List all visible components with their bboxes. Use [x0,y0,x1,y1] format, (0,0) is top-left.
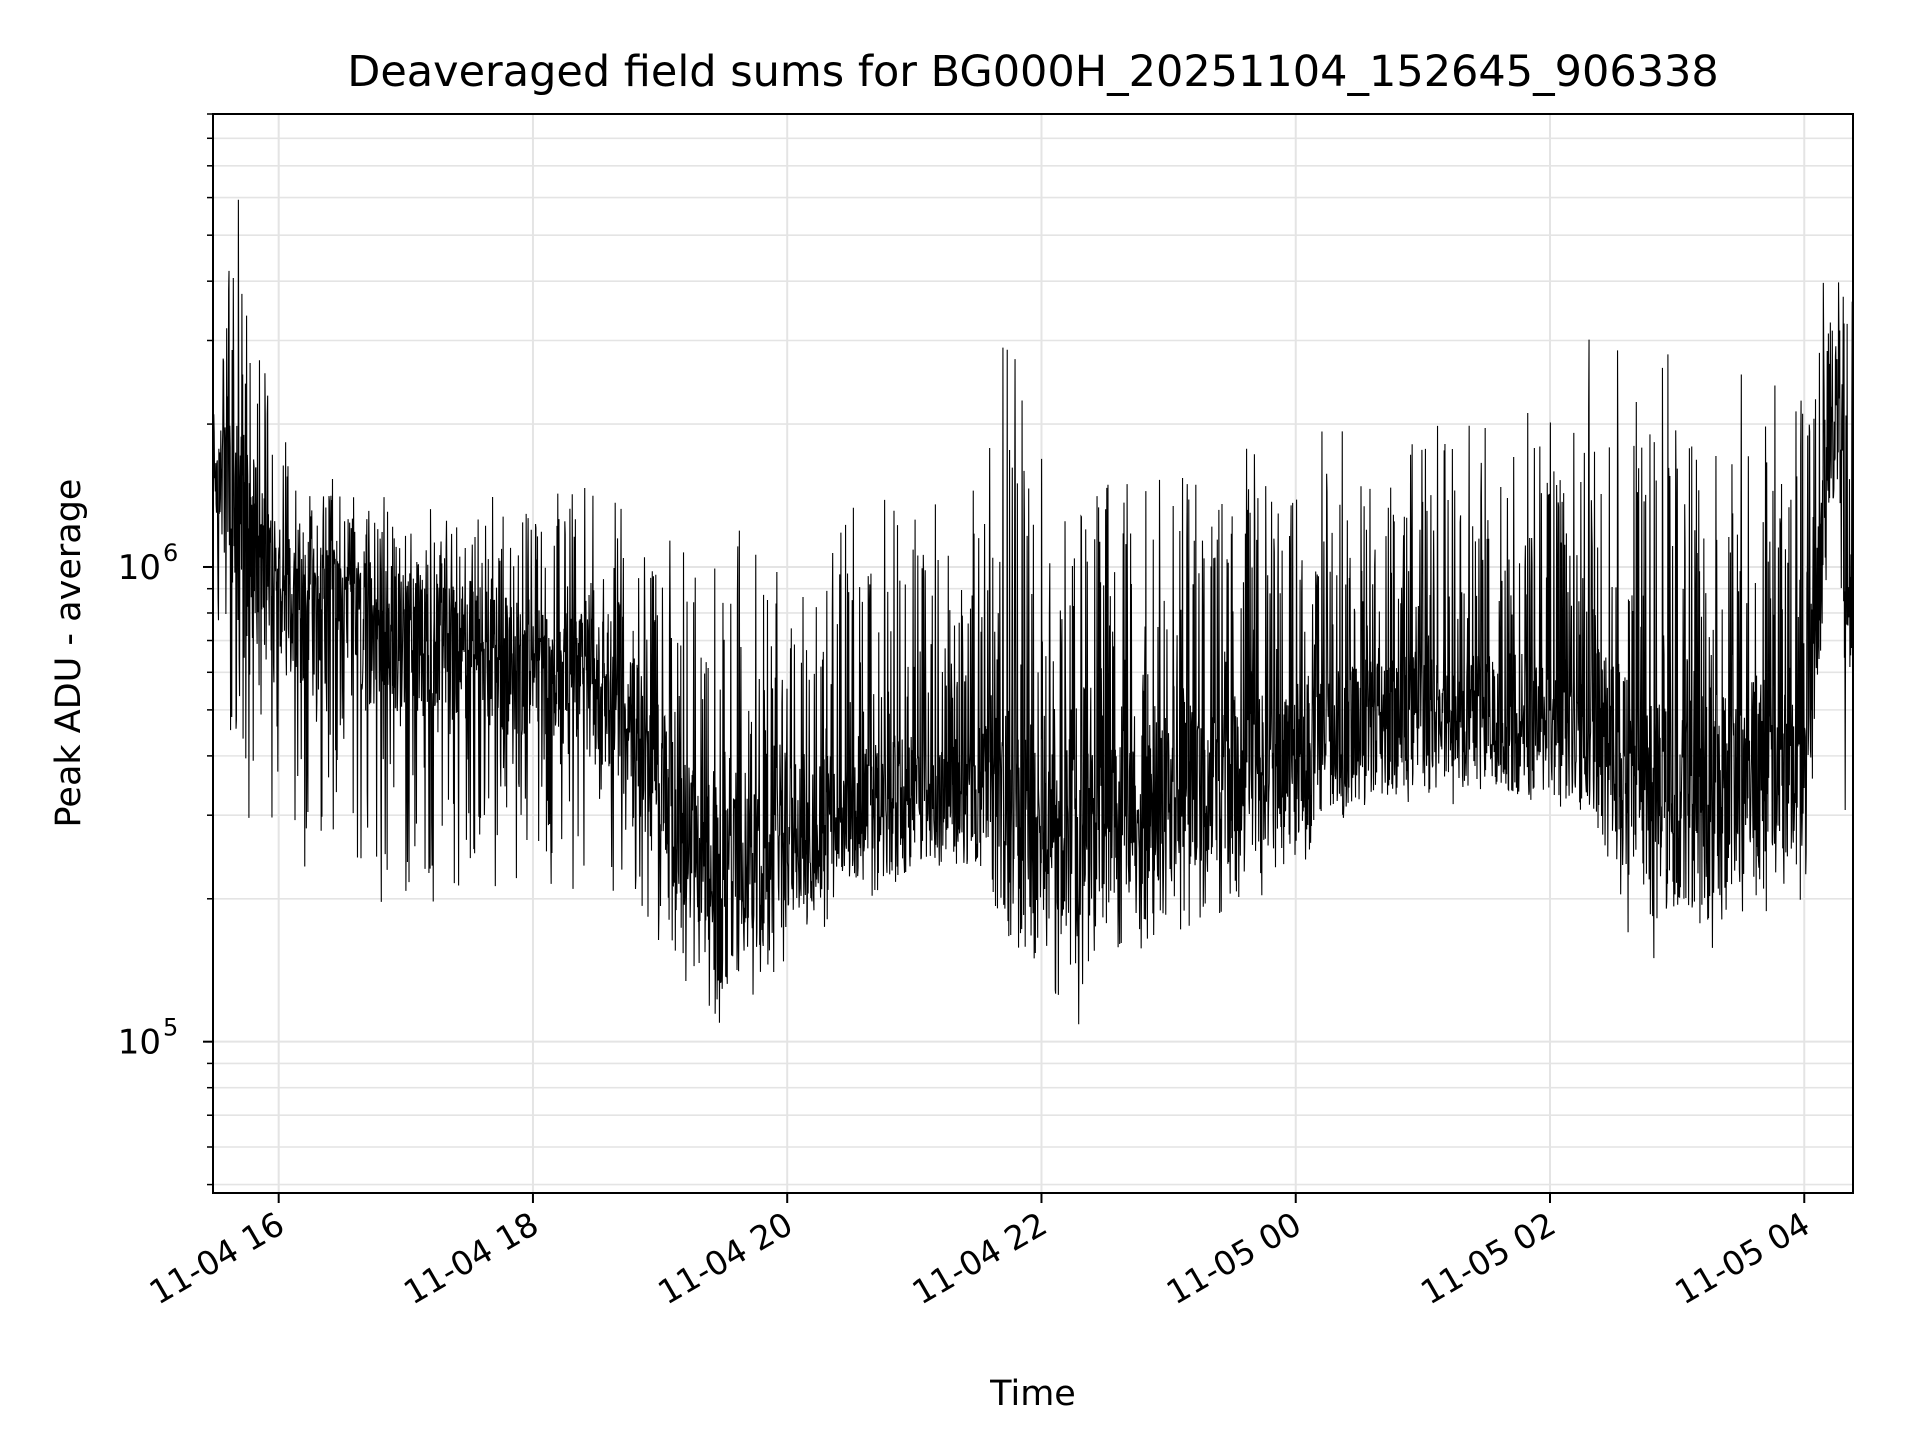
y-tick-label: 10 [118,1023,161,1063]
y-tick-label-exp: 6 [163,539,178,567]
y-tick-label-exp: 5 [163,1014,178,1042]
series-line [212,199,1854,1025]
chart-title: Deaveraged field sums for BG000H_2025110… [347,47,1719,97]
y-axis-label: Peak ADU - average [49,479,89,828]
y-tick-label-base: 10 [118,1023,161,1063]
y-tick-label-base: 10 [118,548,161,588]
y-tick-label: 10 [118,548,161,588]
plot-frame [212,113,1854,1194]
x-axis-label: Time [989,1374,1076,1414]
